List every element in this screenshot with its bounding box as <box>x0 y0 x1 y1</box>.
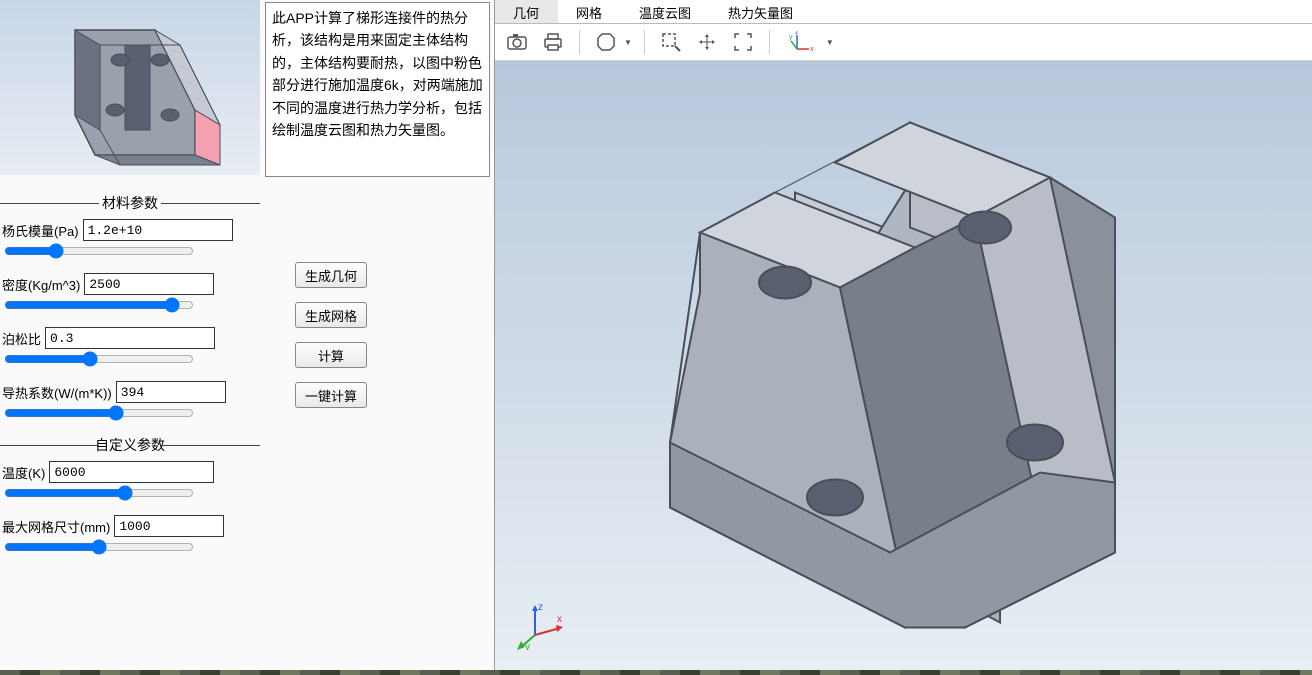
tab-temperature[interactable]: 温度云图 <box>621 0 710 23</box>
onekey-calculate-button[interactable]: 一键计算 <box>295 382 367 408</box>
dropdown-arrow-icon[interactable]: ▼ <box>624 38 632 47</box>
density-label: 密度(Kg/m^3) <box>2 275 80 294</box>
tab-geometry[interactable]: 几何 <box>495 0 558 23</box>
axis-x-label: x <box>557 614 562 625</box>
tab-heatflux[interactable]: 热力矢量图 <box>710 0 812 23</box>
model-thumbnail <box>0 0 260 175</box>
youngs-label: 杨氏模量(Pa) <box>2 221 79 240</box>
viewport-toolbar: ▼ z x y ▼ <box>495 24 1312 61</box>
model-render <box>495 61 1312 670</box>
youngs-slider[interactable] <box>4 243 194 259</box>
svg-text:x: x <box>810 46 814 53</box>
toolbar-separator <box>769 30 770 54</box>
desktop-taskbar-strip <box>0 670 1312 675</box>
poisson-input[interactable] <box>45 327 215 349</box>
mesh-label: 最大网格尺寸(mm) <box>2 517 110 536</box>
conduct-slider[interactable] <box>4 405 194 421</box>
toolbar-separator <box>644 30 645 54</box>
generate-geometry-button[interactable]: 生成几何 <box>295 262 367 288</box>
tab-bar: 几何 网格 温度云图 热力矢量图 <box>495 0 1312 24</box>
3d-viewport[interactable]: z x y <box>495 61 1312 670</box>
dropdown-arrow-icon[interactable]: ▼ <box>826 38 834 47</box>
zoom-box-icon[interactable] <box>657 28 685 56</box>
material-params: 材料参数 杨氏模量(Pa) 密度(Kg/m^3) 泊松比 导热系数(W/(m*K… <box>0 185 260 569</box>
pan-icon[interactable] <box>693 28 721 56</box>
density-slider[interactable] <box>4 297 194 313</box>
mesh-input[interactable] <box>114 515 224 537</box>
stop-icon[interactable] <box>592 28 620 56</box>
tab-mesh[interactable]: 网格 <box>558 0 621 23</box>
poisson-label: 泊松比 <box>2 329 41 348</box>
mesh-slider[interactable] <box>4 539 194 555</box>
camera-icon[interactable] <box>503 28 531 56</box>
temp-slider[interactable] <box>4 485 194 501</box>
temp-input[interactable] <box>49 461 214 483</box>
section-custom: 自定义参数 <box>0 435 260 455</box>
conduct-input[interactable] <box>116 381 226 403</box>
poisson-slider[interactable] <box>4 351 194 367</box>
action-buttons: 生成几何 生成网格 计算 一键计算 <box>295 262 375 422</box>
description-box: 此APP计算了梯形连接件的热分析，该结构是用来固定主体结构的，主体结构要耐热，以… <box>265 2 490 177</box>
temp-label: 温度(K) <box>2 463 45 482</box>
conduct-label: 导热系数(W/(m*K)) <box>2 383 112 402</box>
svg-text:z: z <box>795 31 799 36</box>
section-material: 材料参数 <box>0 193 260 213</box>
print-icon[interactable] <box>539 28 567 56</box>
axis-y-label: y <box>525 642 530 650</box>
toolbar-separator <box>579 30 580 54</box>
zoom-extents-icon[interactable] <box>729 28 757 56</box>
right-panel: 几何 网格 温度云图 热力矢量图 ▼ z x y ▼ <box>495 0 1312 670</box>
generate-mesh-button[interactable]: 生成网格 <box>295 302 367 328</box>
youngs-input[interactable] <box>83 219 233 241</box>
svg-text:y: y <box>789 34 793 41</box>
density-input[interactable] <box>84 273 214 295</box>
left-panel: 此APP计算了梯形连接件的热分析，该结构是用来固定主体结构的，主体结构要耐热，以… <box>0 0 495 670</box>
axis-triad: z x y <box>515 600 565 650</box>
orient-icon[interactable]: z x y <box>782 28 822 56</box>
axis-z-label: z <box>538 602 543 613</box>
calculate-button[interactable]: 计算 <box>295 342 367 368</box>
